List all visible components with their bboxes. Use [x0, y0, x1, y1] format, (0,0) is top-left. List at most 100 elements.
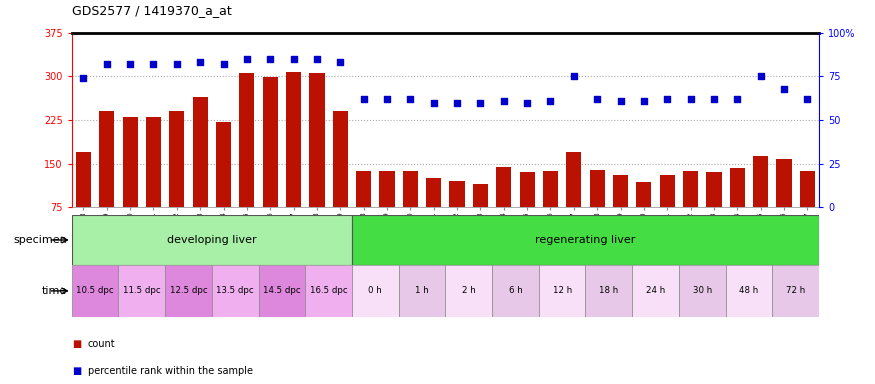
Bar: [380, 171, 395, 251]
Text: 72 h: 72 h: [786, 286, 805, 295]
Bar: [426, 178, 441, 251]
Bar: [632, 265, 679, 317]
Bar: [679, 265, 725, 317]
Point: [613, 98, 627, 104]
Bar: [286, 72, 301, 251]
Bar: [99, 111, 115, 251]
Bar: [492, 265, 539, 317]
Text: time: time: [42, 286, 67, 296]
Text: 16.5 dpc: 16.5 dpc: [310, 286, 347, 295]
Bar: [542, 171, 558, 251]
Bar: [445, 265, 492, 317]
Point: [170, 61, 184, 67]
Point: [380, 96, 394, 102]
Bar: [262, 78, 278, 251]
Point: [661, 96, 675, 102]
Point: [240, 56, 254, 62]
Text: 11.5 dpc: 11.5 dpc: [123, 286, 161, 295]
Point: [683, 96, 697, 102]
Text: GDS2577 / 1419370_a_at: GDS2577 / 1419370_a_at: [72, 4, 232, 17]
Text: developing liver: developing liver: [167, 235, 256, 245]
Bar: [520, 172, 535, 251]
Bar: [496, 167, 511, 251]
Bar: [800, 170, 815, 251]
Bar: [192, 97, 207, 251]
Text: 1 h: 1 h: [415, 286, 429, 295]
Point: [333, 59, 347, 65]
Bar: [146, 117, 161, 251]
Text: 13.5 dpc: 13.5 dpc: [216, 286, 254, 295]
Point: [450, 99, 464, 106]
Text: ■: ■: [72, 339, 81, 349]
Text: 48 h: 48 h: [739, 286, 759, 295]
Point: [427, 99, 441, 106]
Point: [637, 98, 651, 104]
Text: 14.5 dpc: 14.5 dpc: [263, 286, 301, 295]
Text: 6 h: 6 h: [508, 286, 522, 295]
Bar: [165, 265, 212, 317]
Point: [123, 61, 137, 67]
Bar: [612, 175, 628, 251]
Point: [473, 99, 487, 106]
Bar: [332, 111, 348, 251]
Bar: [212, 265, 259, 317]
Bar: [473, 184, 488, 251]
Text: regenerating liver: regenerating liver: [536, 235, 635, 245]
Bar: [539, 265, 585, 317]
Point: [753, 73, 767, 79]
Point: [543, 98, 557, 104]
Text: 2 h: 2 h: [462, 286, 476, 295]
Point: [193, 59, 207, 65]
Bar: [450, 181, 465, 251]
Text: count: count: [88, 339, 116, 349]
Bar: [399, 265, 445, 317]
Point: [310, 56, 324, 62]
Point: [263, 56, 277, 62]
Text: 24 h: 24 h: [646, 286, 665, 295]
Bar: [76, 152, 91, 251]
Bar: [566, 152, 581, 251]
Point: [100, 61, 114, 67]
Bar: [305, 265, 352, 317]
Bar: [585, 265, 632, 317]
Bar: [590, 169, 605, 251]
Point: [216, 61, 230, 67]
Bar: [216, 122, 231, 251]
Bar: [660, 175, 675, 251]
Text: 18 h: 18 h: [599, 286, 619, 295]
Bar: [259, 265, 305, 317]
Bar: [352, 265, 399, 317]
Text: 0 h: 0 h: [368, 286, 382, 295]
Point: [567, 73, 581, 79]
Text: ■: ■: [72, 366, 81, 376]
Bar: [730, 168, 745, 251]
Bar: [725, 265, 773, 317]
Bar: [123, 117, 137, 251]
Bar: [683, 171, 698, 251]
Text: 30 h: 30 h: [693, 286, 712, 295]
Bar: [352, 215, 819, 265]
Text: specimen: specimen: [14, 235, 67, 245]
Point: [357, 96, 371, 102]
Point: [76, 75, 90, 81]
Bar: [118, 265, 165, 317]
Point: [731, 96, 745, 102]
Point: [146, 61, 160, 67]
Text: percentile rank within the sample: percentile rank within the sample: [88, 366, 253, 376]
Bar: [753, 156, 768, 251]
Text: 10.5 dpc: 10.5 dpc: [76, 286, 114, 295]
Point: [403, 96, 417, 102]
Bar: [773, 265, 819, 317]
Point: [777, 86, 791, 92]
Bar: [169, 111, 185, 251]
Bar: [402, 171, 418, 251]
Point: [520, 99, 534, 106]
Bar: [706, 172, 722, 251]
Bar: [72, 265, 118, 317]
Point: [497, 98, 511, 104]
Point: [287, 56, 301, 62]
Text: 12 h: 12 h: [552, 286, 571, 295]
Point: [590, 96, 604, 102]
Point: [707, 96, 721, 102]
Point: [801, 96, 815, 102]
